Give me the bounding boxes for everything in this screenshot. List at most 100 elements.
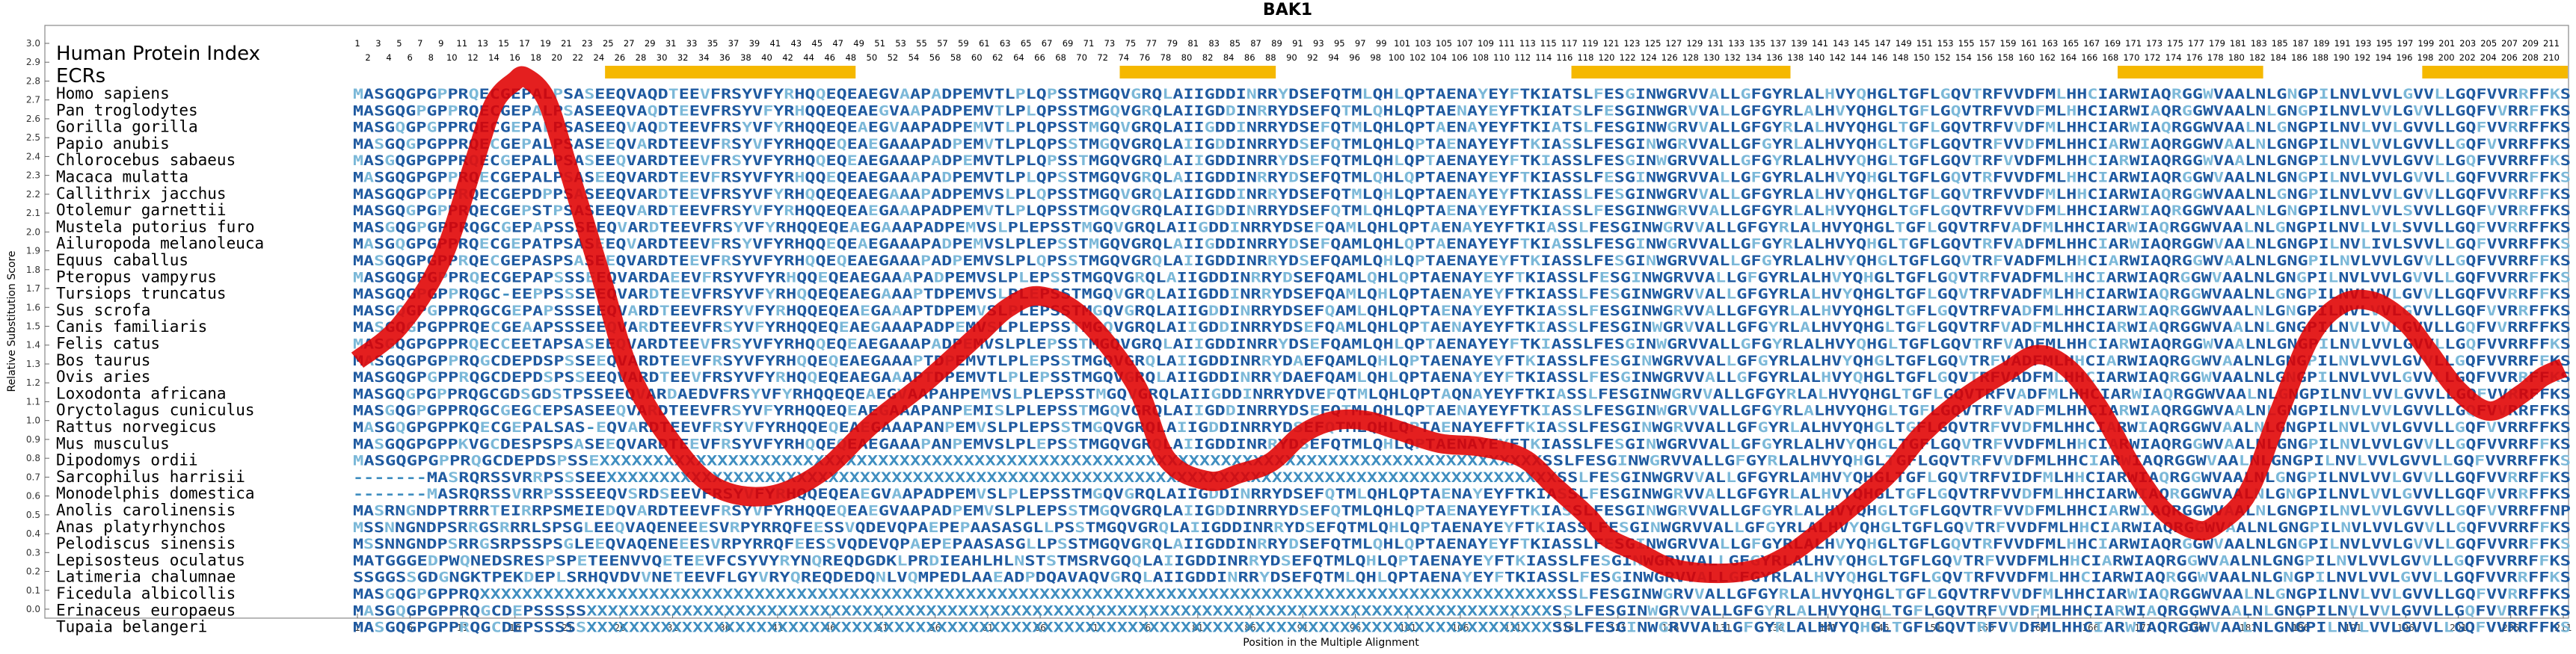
species-label: Felis catus: [56, 335, 160, 353]
sequence-segment: RLALHVY: [1783, 153, 1857, 169]
sequence-segment: D: [605, 504, 615, 519]
sequence-segment: QE: [469, 253, 490, 269]
sequence-segment: W: [1656, 404, 1667, 419]
score-point: [2562, 366, 2565, 369]
sequence-segment: E: [1446, 203, 1457, 219]
sequence-segment: MPEDLAA: [918, 570, 993, 586]
sequence-segment: APTDPEM: [902, 303, 976, 319]
sequence-segment: Q: [1158, 520, 1169, 536]
sequence-segment: Q: [1853, 370, 1863, 386]
sequence-segment: IA: [1540, 504, 1561, 519]
sequence-segment: NLGNGPI: [2252, 620, 2326, 636]
sequence-segment: LLGFGYR: [1715, 487, 1790, 502]
sequence-segment: GR: [1124, 287, 1146, 303]
sequence-segment: A: [858, 120, 868, 136]
sequence-segment: GR: [1131, 187, 1152, 203]
sequence-segment: PSSSSS: [523, 603, 586, 619]
sequence-segment: Q: [615, 153, 626, 169]
human-protein-index-label: Human Protein Index: [56, 43, 260, 65]
sequence-segment: T: [1895, 220, 1905, 235]
sequence-segment: V: [2370, 487, 2381, 502]
sequence-segment: A: [2224, 137, 2234, 152]
sequence-segment: LQ: [1388, 354, 1409, 369]
sequence-segment: TM: [1078, 137, 1099, 152]
sequence-segment: S: [1068, 137, 1078, 152]
sequence-segment: IAQRGGW: [2136, 620, 2210, 636]
sequence-segment: L: [2444, 237, 2455, 253]
sequence-segment: SSSEEQV: [553, 487, 627, 502]
sequence-segment: G: [427, 303, 437, 319]
sequence-segment: LE: [574, 537, 594, 552]
sequence-segment: PADPEMV: [920, 103, 994, 119]
y-tick-label: 1.7: [26, 283, 40, 294]
sequence-segment: AM: [1335, 303, 1356, 319]
sequence-segment: GQGPGPP: [384, 436, 458, 452]
sequence-segment: N: [2340, 436, 2350, 452]
sequence-segment: D: [1288, 170, 1299, 186]
sequence-segment: PRQGCGD: [447, 386, 520, 402]
sequence-segment: Q: [1152, 187, 1162, 203]
sequence-segment: PT: [1415, 237, 1436, 253]
x-tick-label: 111: [1504, 623, 1522, 633]
sequence-segment: F: [1993, 436, 2003, 452]
sequence-segment: E: [814, 520, 824, 536]
sequence-segment: ST: [1024, 553, 1046, 569]
sequence-segment: RRYDSEF: [1257, 203, 1330, 219]
score-point: [1522, 457, 1525, 460]
sequence-segment: T: [1972, 337, 1982, 353]
sequence-segment: G: [2275, 470, 2286, 486]
sequence-segment: SS: [1567, 386, 1587, 402]
sequence-segment: QEQEAEG: [816, 187, 889, 203]
sequence-segment: EFQTMLQ: [1291, 553, 1366, 569]
sequence-segment: H: [2074, 470, 2085, 486]
sequence-segment: QEQEAEG: [807, 287, 881, 303]
sequence-segment: CD: [491, 603, 512, 619]
sequence-segment: E: [577, 553, 587, 569]
sequence-segment: LG: [2264, 487, 2285, 502]
sequence-segment: PEMVSLP: [944, 270, 1018, 286]
sequence-segment: F: [1751, 237, 1762, 253]
sequence-segment: Y: [1504, 520, 1515, 536]
sequence-segment: G: [2192, 436, 2203, 452]
sequence-segment: VD: [2008, 603, 2029, 619]
sequence-segment: F: [1747, 270, 1757, 286]
sequence-segment: D: [1282, 270, 1293, 286]
sequence-segment: S: [2403, 203, 2413, 219]
sequence-segment: Y: [1462, 570, 1473, 586]
x-tick-label: 71: [1087, 623, 1098, 633]
sequence-segment: QVTRFVA: [1948, 303, 2022, 319]
sequence-segment: RG: [2169, 470, 2190, 486]
sequence-segment: GI: [1629, 520, 1650, 536]
sequence-segment: KS: [2550, 287, 2571, 303]
sequence-segment: VT: [1958, 270, 1979, 286]
sequence-segment: EE: [511, 287, 532, 303]
sequence-segment: Q: [1324, 303, 1335, 319]
sequence-segment: E: [479, 237, 490, 253]
sequence-segment: MA: [427, 470, 448, 486]
x-tick-label: 181: [2240, 623, 2257, 633]
sequence-segment: T: [1515, 270, 1525, 286]
sequence-segment: P: [543, 487, 553, 502]
sequence-segment: E: [817, 270, 828, 286]
sequence-segment: GCDEPDS: [482, 454, 556, 469]
sequence-segment: G: [1124, 487, 1134, 502]
substitution-score-line: [351, 66, 2568, 584]
sequence-segment: G: [479, 537, 490, 552]
sequence-segment: RD: [638, 487, 659, 502]
sequence-segment: L: [1730, 187, 1740, 203]
sequence-segment: KI: [1530, 237, 1551, 253]
sequence-segment: Q: [469, 270, 479, 286]
sequence-segment: VY: [1835, 87, 1857, 102]
sequence-segment: E: [679, 170, 689, 186]
sequence-segment: E: [605, 253, 615, 269]
sequence-segment: QHLQPTA: [1373, 203, 1446, 219]
sequence-segment: RRFFKS: [2507, 320, 2571, 336]
sequence-segment: A: [1796, 603, 1807, 619]
sequence-segment: GE: [501, 320, 522, 336]
sequence-segment: NGPILNV: [2287, 120, 2360, 136]
sequence-segment: LPLEPSS: [997, 320, 1072, 336]
sequence-segment: ILNVLVV: [2319, 187, 2392, 203]
sequence-segment: QV: [1948, 370, 1969, 386]
species-label: Anas platyrhynchos: [56, 518, 227, 536]
sequence-segment: FF: [2528, 570, 2550, 586]
